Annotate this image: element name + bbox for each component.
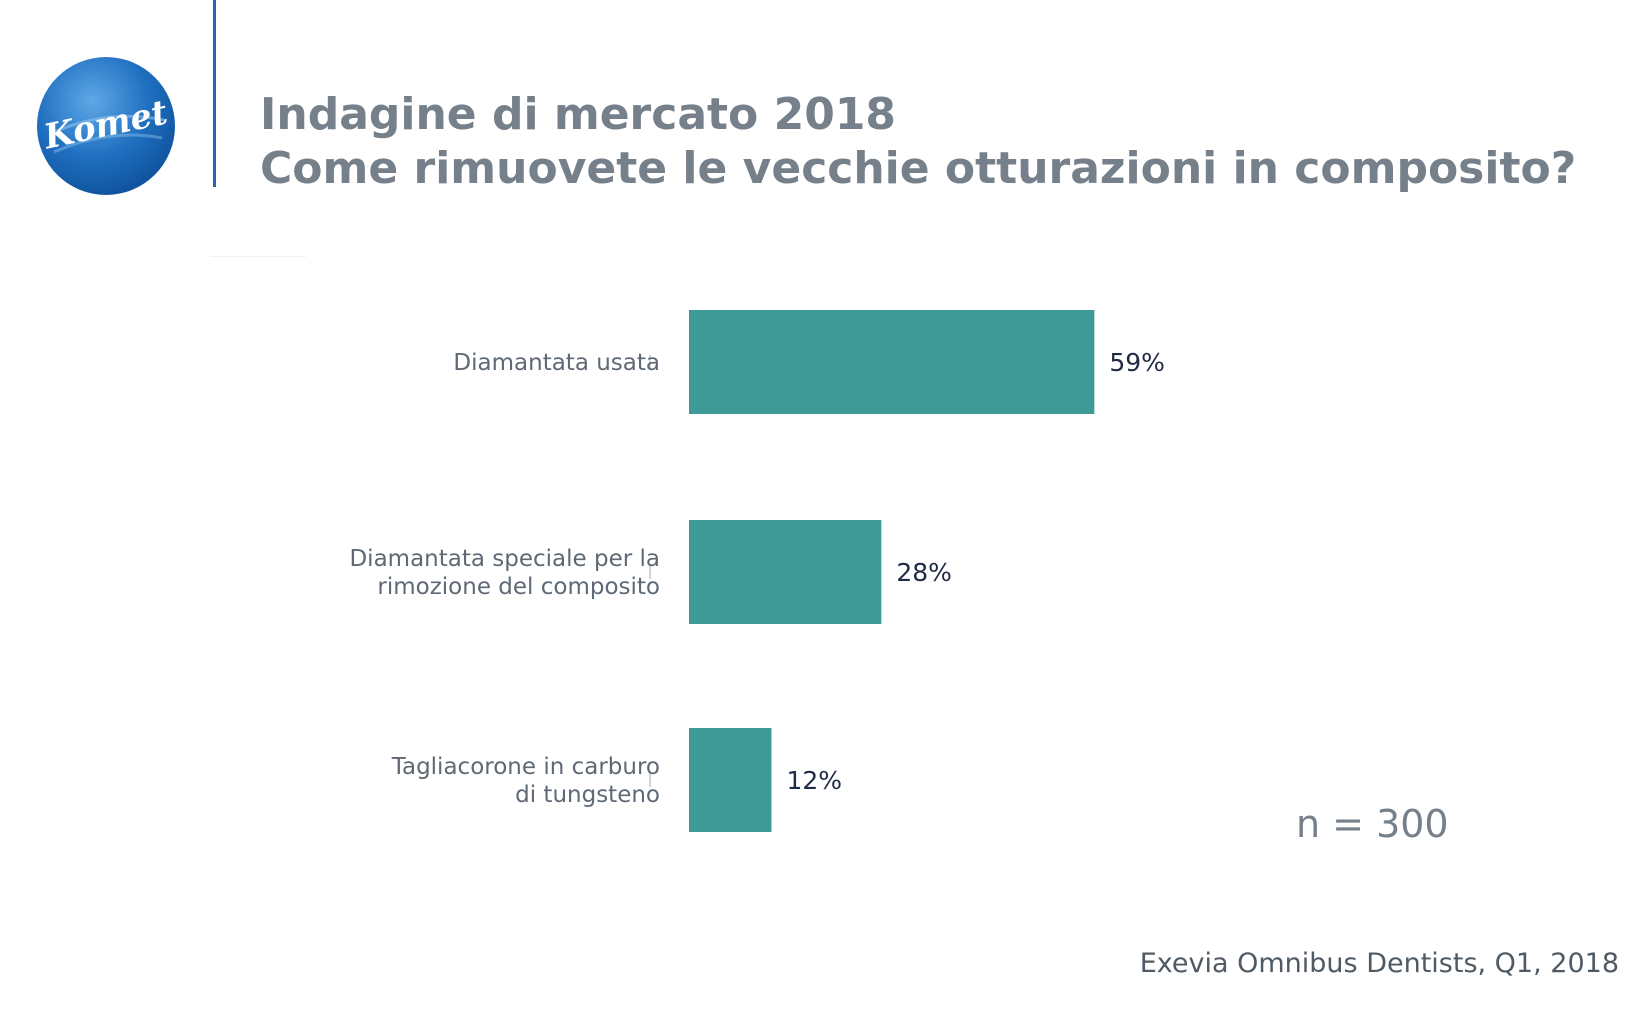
value-label-3: 12% <box>786 766 842 795</box>
header-divider <box>213 0 216 187</box>
page-title: Indagine di mercato 2018 Come rimuovete … <box>260 88 1576 196</box>
value-label-2: 28% <box>896 558 952 587</box>
faint-rule <box>210 256 306 257</box>
bar-2 <box>689 520 882 624</box>
title-line-2: Come rimuovete le vecchie otturazioni in… <box>260 143 1577 194</box>
category-label-2: Diamantata speciale per la rimozione del … <box>349 546 660 600</box>
source-note: Exevia Omnibus Dentists, Q1, 2018 <box>1139 948 1619 979</box>
bar-1 <box>689 310 1095 414</box>
category-label-3: Tagliacorone in carburo di tungsteno <box>391 754 660 808</box>
title-line-1: Indagine di mercato 2018 <box>260 89 897 140</box>
bar-3 <box>689 728 772 832</box>
category-label-1: Diamantata usata <box>453 350 660 376</box>
komet-logo: Komet <box>37 57 175 195</box>
value-label-1: 59% <box>1109 348 1165 377</box>
sample-size-label: n = 300 <box>1296 802 1449 846</box>
